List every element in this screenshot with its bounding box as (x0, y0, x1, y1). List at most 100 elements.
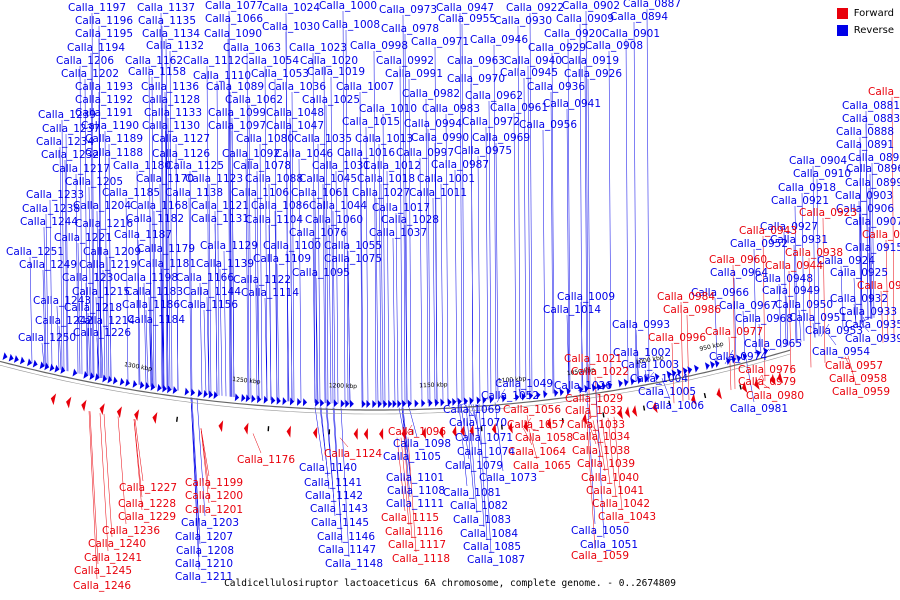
reverse-gene-label: Calla_1051 (580, 539, 638, 551)
reverse-leader-line (85, 282, 89, 376)
reverse-gene-arrow (289, 397, 295, 406)
reverse-leader-line (360, 157, 364, 404)
forward-gene-label: Calla_1039 (577, 458, 635, 470)
reverse-leader-line (325, 104, 329, 404)
reverse-gene-arrow (89, 372, 95, 380)
reverse-leader-line (853, 277, 857, 325)
reverse-gene-label: Calla_1092 (222, 148, 280, 160)
reverse-leader-line (84, 78, 88, 376)
reverse-gene-label: Calla_0993 (612, 319, 670, 331)
reverse-leader-line (380, 183, 384, 404)
reverse-leader-line (468, 404, 478, 514)
reverse-gene-label: Calla_1144 (183, 286, 241, 298)
reverse-gene-label: Calla_0931 (770, 234, 828, 246)
reverse-leader-line (485, 126, 489, 400)
forward-leader-line (686, 314, 690, 400)
reverse-leader-line (742, 310, 746, 358)
reverse-leader-line (298, 158, 302, 403)
reverse-gene-label: Calla_1123 (185, 173, 243, 185)
reverse-gene-label: Calla_1024 (262, 2, 320, 14)
reverse-leader-line (566, 314, 570, 392)
reverse-gene-label: Calla_1079 (445, 460, 503, 472)
reverse-gene-label: Calla_1053 (251, 68, 309, 80)
backbone-arc (0, 349, 791, 411)
reverse-gene-label: Calla_0922 (506, 2, 564, 14)
reverse-leader-line (145, 309, 149, 387)
reverse-gene-arrow (208, 390, 214, 399)
reverse-gene-label: Calla_0901 (602, 28, 660, 40)
reverse-gene-label: Calla_0887 (623, 0, 681, 10)
reverse-gene-label: Calla_1134 (142, 28, 200, 40)
reverse-leader-line (404, 33, 408, 404)
forward-gene-label: Calla_1201 (185, 504, 243, 516)
reverse-gene-label: Calla_0910 (793, 168, 851, 180)
reverse-gene-label: Calla_1028 (381, 214, 439, 226)
reverse-gene-label: Calla_0926 (564, 68, 622, 80)
reverse-gene-label: Calla_0994 (404, 118, 462, 130)
reverse-gene-arrow (566, 387, 571, 396)
forward-gene-arrow (313, 426, 318, 439)
reverse-leader-line (586, 391, 596, 525)
reverse-leader-line (551, 52, 555, 394)
forward-gene-label: Calla_1038 (572, 445, 630, 457)
reverse-gene-label: Calla_0998 (350, 40, 408, 52)
reverse-gene-label: Calla_1087 (467, 554, 525, 566)
forward-gene-arrow (134, 409, 140, 422)
reverse-leader-line (323, 65, 327, 404)
forward-gene-label: Calla_1058 (515, 432, 573, 444)
reverse-gene-label: Calla_1002 (613, 347, 671, 359)
forward-leader-line (847, 355, 857, 386)
forward-gene-arrow (625, 406, 631, 419)
forward-gene-label: Calla_1229 (118, 511, 176, 523)
reverse-gene-arrow (671, 369, 677, 378)
reverse-gene-label: Calla_0992 (376, 55, 434, 67)
reverse-leader-line (161, 25, 165, 389)
reverse-leader-line (332, 407, 342, 531)
reverse-gene-arrow (94, 373, 100, 382)
reverse-gene-label: Calla_1104 (245, 214, 303, 226)
reverse-gene-label: Calla_0963 (447, 55, 505, 67)
forward-gene-label: Calla_0979 (738, 376, 796, 388)
reverse-gene-label: Calla_0997 (396, 147, 454, 159)
reverse-gene-label: Calla_1219 (79, 259, 137, 271)
reverse-gene-label: Calla_0918 (778, 182, 836, 194)
reverse-gene-label: Calla_0893 (848, 152, 900, 164)
reverse-gene-label: Calla_0983 (422, 103, 480, 115)
reverse-gene-label: Calla_1122 (233, 274, 291, 286)
reverse-gene-label: Calla_1139 (196, 258, 254, 270)
reverse-leader-line (425, 98, 429, 404)
forward-gene-arrow (286, 425, 291, 438)
reverse-leader-line (482, 403, 492, 554)
forward-gene-label: Calla_0923 (799, 207, 857, 219)
reverse-leader-line (188, 197, 192, 393)
tiny-gene-mark (175, 416, 179, 422)
reverse-leader-line (496, 388, 506, 403)
reverse-leader-line (208, 183, 212, 395)
reverse-gene-label: Calla_1125 (166, 160, 224, 172)
reverse-leader-line (523, 77, 527, 397)
reverse-leader-line (427, 128, 431, 404)
reverse-leader-line (714, 297, 718, 365)
reverse-gene-label: Calla_1148 (325, 558, 383, 570)
reverse-leader-line (161, 268, 165, 389)
reverse-gene-arrow (184, 387, 190, 396)
reverse-gene-label: Calla_0888 (836, 126, 894, 138)
reverse-gene-label: Calla_1000 (319, 0, 377, 12)
reverse-leader-line (347, 263, 351, 404)
reverse-gene-label: Calla_1018 (357, 173, 415, 185)
reverse-gene-label: Calla_1095 (292, 267, 350, 279)
reverse-leader-line (635, 329, 639, 381)
forward-gene-arrow (218, 420, 224, 433)
forward-gene-arrow (401, 427, 406, 440)
reverse-gene-arrow (257, 395, 262, 404)
reverse-gene-arrow (457, 397, 462, 406)
legend-label-reverse: Reverse (853, 25, 894, 36)
reverse-gene-arrow (162, 384, 167, 393)
reverse-gene-arrow (44, 362, 50, 371)
reverse-leader-line (853, 303, 857, 325)
forward-leader-line (407, 437, 417, 553)
reverse-gene-label: Calla_0941 (543, 98, 601, 110)
reverse-leader-line (454, 169, 458, 402)
reverse-leader-line (365, 126, 369, 404)
reverse-gene-label: Calla_1050 (571, 525, 629, 537)
